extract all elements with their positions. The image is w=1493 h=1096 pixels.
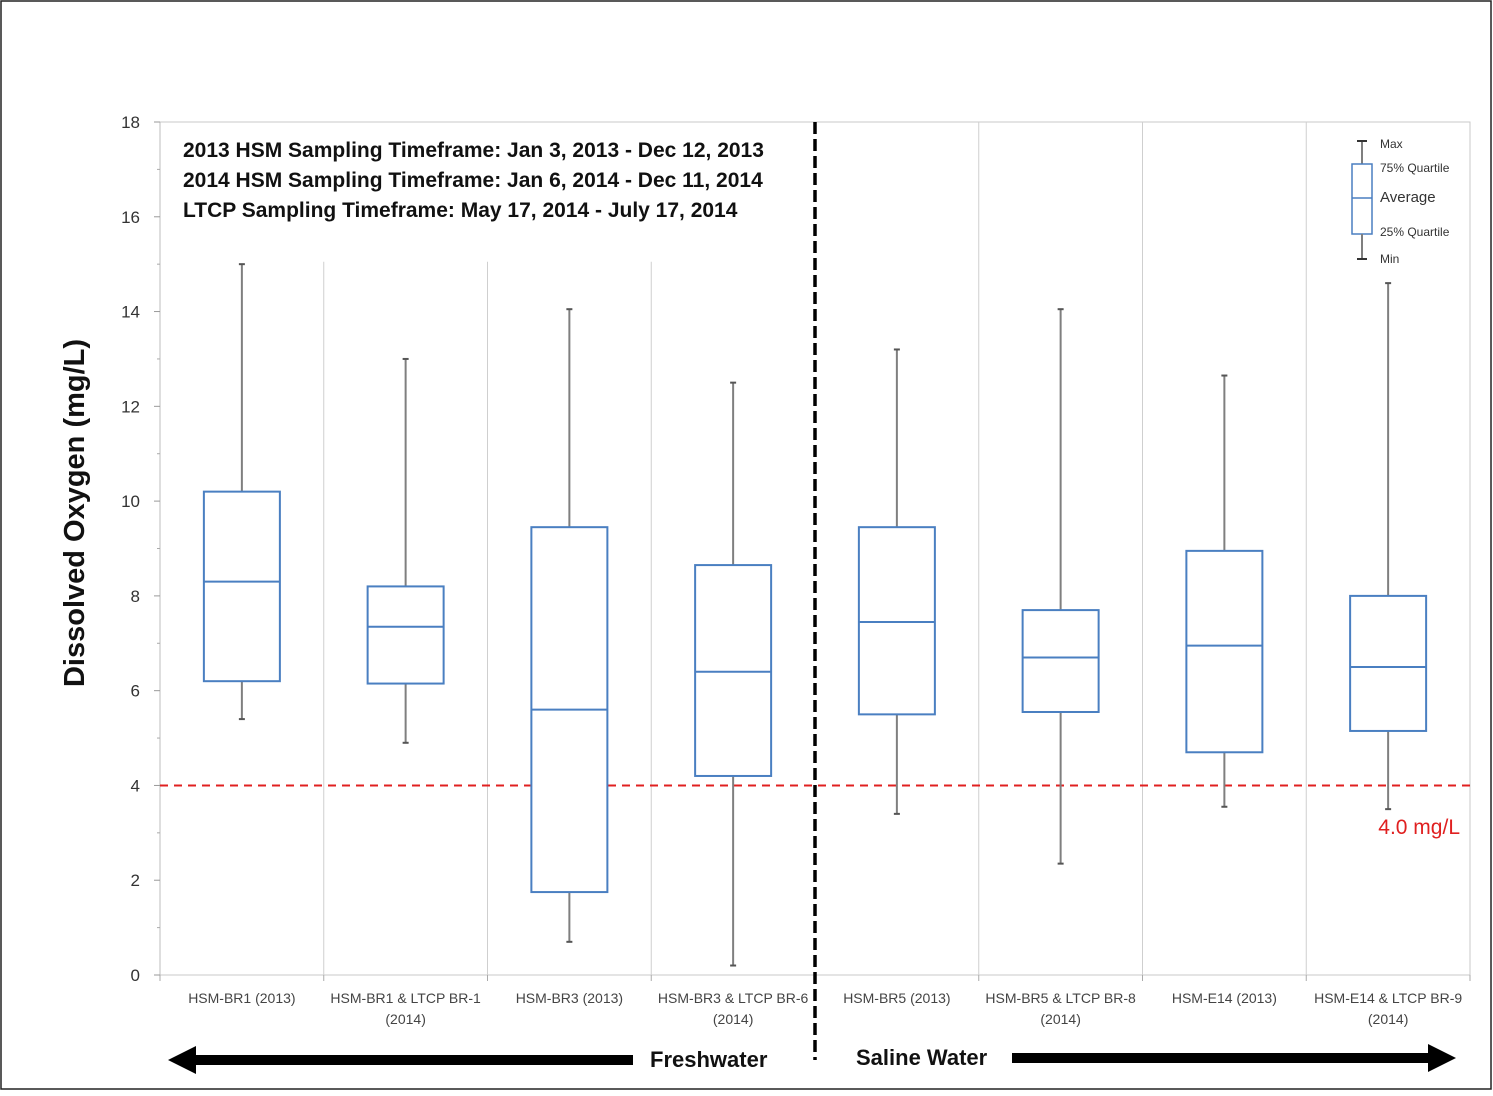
x-tick-label: HSM-BR3 (2013)	[516, 990, 623, 1006]
y-tick-label: 6	[131, 682, 140, 701]
y-tick-label: 14	[121, 303, 140, 322]
quartile-box	[1349, 594, 1428, 732]
legend-max-label: Max	[1380, 137, 1403, 151]
y-tick-label: 10	[121, 492, 140, 511]
x-tick-label-line2: (2014)	[713, 1011, 753, 1027]
quartile-box	[366, 585, 445, 685]
legend-average-label: Average	[1380, 189, 1436, 206]
legend-q1-label: 25% Quartile	[1380, 225, 1450, 239]
quartile-box	[1021, 609, 1100, 713]
box-8	[1349, 282, 1428, 811]
y-tick-label: 12	[121, 397, 140, 416]
saline-water-label: Saline Water	[856, 1045, 988, 1070]
threshold-label: 4.0 mg/L	[1378, 816, 1460, 839]
x-tick-label: HSM-BR5 (2013)	[843, 990, 950, 1006]
quartile-box	[694, 564, 773, 777]
x-tick-label: HSM-BR3 & LTCP BR-6	[658, 990, 809, 1006]
saline-arrow-head	[1428, 1044, 1456, 1072]
x-axis-labels: HSM-BR1 (2013) HSM-BR1 & LTCP BR-1 (2014) H…	[188, 990, 1462, 1027]
saline-arrow	[1012, 1044, 1456, 1072]
y-tick-label: 2	[131, 871, 140, 890]
legend-box	[1351, 163, 1373, 235]
y-axis-title: Dissolved Oxygen (mg/L)	[59, 339, 91, 687]
legend: Max 75% Quartile Average 25% Quartile Mi…	[1351, 137, 1450, 266]
y-tick-label: 8	[131, 587, 140, 606]
x-tick-label: HSM-BR5 & LTCP BR-8	[985, 990, 1136, 1006]
y-tick-label: 0	[131, 966, 140, 985]
x-tick-label-line2: (2014)	[1368, 1011, 1408, 1027]
annotation-2013: 2013 HSM Sampling Timeframe: Jan 3, 2013…	[183, 139, 764, 162]
annotation-ltcp: LTCP Sampling Timeframe: May 17, 2014 - …	[183, 199, 738, 222]
x-tick-label: HSM-E14 (2013)	[1172, 990, 1277, 1006]
box-6	[1021, 308, 1100, 865]
annotation-2014: 2014 HSM Sampling Timeframe: Jan 6, 2014…	[183, 169, 763, 192]
x-tick-label: HSM-BR1 & LTCP BR-1	[330, 990, 481, 1006]
x-tick-label-line2: (2014)	[1040, 1011, 1080, 1027]
quartile-box	[857, 526, 936, 716]
category-separators	[159, 122, 1471, 981]
box-5	[857, 348, 936, 815]
quartile-box	[1185, 549, 1264, 754]
y-tick-label: 16	[121, 208, 140, 227]
y-tick-label: 4	[131, 776, 140, 795]
freshwater-label: Freshwater	[650, 1047, 768, 1072]
box-1	[202, 263, 281, 721]
box-2	[366, 357, 445, 744]
box-series	[202, 263, 1428, 967]
x-tick-label: HSM-E14 & LTCP BR-9	[1314, 990, 1462, 1006]
legend-q3-label: 75% Quartile	[1380, 161, 1450, 175]
x-tick-label-line2: (2014)	[385, 1011, 425, 1027]
box-7	[1185, 374, 1264, 808]
box-3	[530, 308, 609, 943]
box-4	[694, 381, 773, 967]
legend-min-label: Min	[1380, 252, 1399, 266]
freshwater-arrow-head	[168, 1046, 196, 1074]
x-tick-label: HSM-BR1 (2013)	[188, 990, 295, 1006]
y-tick-label: 18	[121, 113, 140, 132]
freshwater-arrow	[168, 1046, 633, 1074]
y-axis: 0 2 4 6 8 10 12 14 16 18	[121, 113, 161, 985]
quartile-box	[202, 490, 281, 683]
